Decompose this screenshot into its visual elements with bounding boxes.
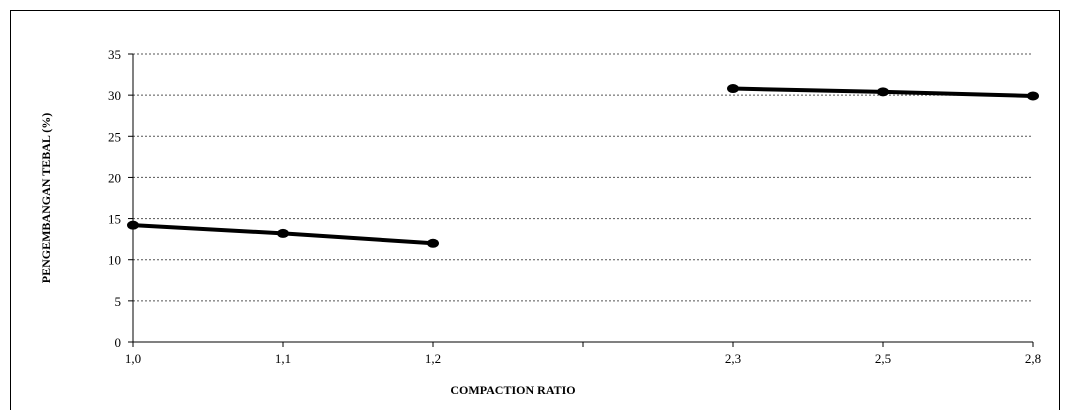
data-point: [427, 238, 439, 248]
chart-frame: [10, 10, 1060, 410]
y-tick-label: 30: [108, 88, 121, 103]
x-tick-label: 1,2: [425, 351, 441, 366]
x-tick-label: 2,5: [875, 351, 891, 366]
y-tick-labels: 0 5 10 15 20 25 30 35: [108, 47, 133, 350]
y-tick-label: 15: [108, 212, 121, 227]
series: [127, 84, 1039, 248]
x-tick-label: 2,8: [1025, 351, 1041, 366]
series-1: [127, 220, 439, 248]
x-tick-labels: 1,0 1,1 1,2 2,3 2,5 2,8: [125, 342, 1041, 366]
series-2: [727, 84, 1039, 101]
x-tick-label: 1,1: [275, 351, 291, 366]
y-tick-label: 35: [108, 47, 121, 62]
y-axis-title: PENGEMBANGAN TEBAL (%): [39, 113, 53, 283]
y-tick-label: 5: [115, 294, 122, 309]
data-point: [727, 84, 739, 94]
y-tick-label: 10: [108, 253, 121, 268]
data-point: [127, 220, 139, 230]
x-tick-label: 1,0: [125, 351, 141, 366]
y-tick-label: 20: [108, 170, 121, 185]
data-point: [277, 228, 289, 238]
data-point: [1027, 91, 1039, 101]
y-tick-label: 0: [115, 335, 122, 350]
x-tick-label: 2,3: [725, 351, 741, 366]
x-axis-title: COMPACTION RATIO: [450, 383, 575, 397]
axes: [132, 54, 1033, 343]
data-point: [877, 87, 889, 97]
y-tick-label: 25: [108, 129, 121, 144]
